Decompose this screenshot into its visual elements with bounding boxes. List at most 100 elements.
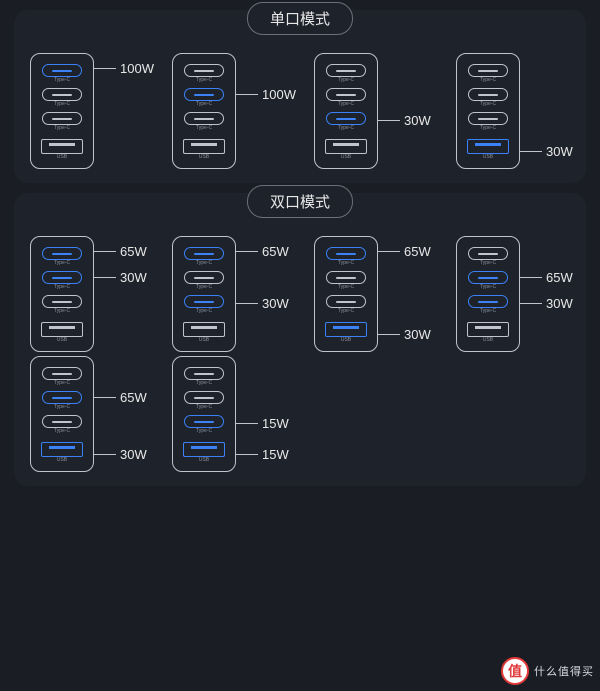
usb-c-port: Type-C [179, 247, 229, 266]
port-sublabel: Type-C [196, 126, 212, 131]
callout-line-icon [236, 454, 258, 455]
port-sublabel: Type-C [54, 261, 70, 266]
usb-c-port: Type-C [37, 367, 87, 386]
usb-c-port: Type-C [37, 247, 87, 266]
charger-unit: Type-CType-CType-CUSB65W30W [314, 236, 438, 352]
callout-line-icon [378, 120, 400, 121]
port-sublabel: USB [57, 338, 67, 343]
wattage-label: 30W [120, 447, 147, 462]
usb-a-port-icon [325, 139, 367, 154]
usb-c-port-icon [468, 112, 508, 125]
port-sublabel: USB [199, 458, 209, 463]
usb-c-port-icon [42, 112, 82, 125]
power-callout: 30W [94, 270, 147, 285]
port-sublabel: Type-C [54, 285, 70, 290]
callout-line-icon [236, 303, 258, 304]
power-callout: 30W [520, 296, 573, 311]
mode-section: 双口模式Type-CType-CType-CUSB65W30WType-CTyp… [14, 193, 586, 486]
usb-c-port-icon [326, 88, 366, 101]
section-header: 单口模式 [24, 10, 576, 49]
charger-outline: Type-CType-CType-CUSB [172, 356, 236, 472]
section-title: 单口模式 [247, 2, 353, 35]
usb-c-port: Type-C [321, 295, 371, 314]
callout-line-icon [94, 454, 116, 455]
usb-c-port: Type-C [179, 415, 229, 434]
wattage-label: 30W [404, 113, 431, 128]
power-callout: 30W [236, 296, 289, 311]
charger-unit: Type-CType-CType-CUSB65W30W [456, 236, 580, 352]
usb-c-port-icon [42, 391, 82, 404]
port-sublabel: Type-C [54, 309, 70, 314]
usb-c-port: Type-C [37, 391, 87, 410]
usb-c-port: Type-C [321, 64, 371, 83]
charger-outline: Type-C Type-C Type-C USB [30, 236, 94, 352]
usb-c-port-icon [468, 88, 508, 101]
power-callout: 100W [236, 87, 296, 102]
port-sublabel: Type-C [196, 285, 212, 290]
watermark-text: 什么值得买 [534, 663, 594, 679]
section-header: 双口模式 [24, 193, 576, 232]
power-callout: 15W [236, 416, 289, 431]
port-sublabel: Type-C [480, 261, 496, 266]
wattage-label: 30W [404, 327, 431, 342]
usb-c-port-icon [42, 247, 82, 260]
usb-c-port: Type-C [463, 271, 513, 290]
port-sublabel: Type-C [54, 405, 70, 410]
callout-group: 100W [236, 53, 296, 169]
usb-c-port-icon [42, 415, 82, 428]
wattage-label: 100W [120, 61, 154, 76]
usb-c-port-icon [326, 247, 366, 260]
usb-c-port-icon [42, 88, 82, 101]
power-callout: 65W [236, 244, 289, 259]
charger-outline: Type-C Type-C Type-C USB [314, 236, 378, 352]
usb-a-port: USB [321, 136, 371, 160]
power-callout: 30W [378, 327, 431, 342]
wattage-label: 30W [120, 270, 147, 285]
wattage-label: 30W [546, 144, 573, 159]
usb-a-port-icon [183, 139, 225, 154]
callout-group: 100W [94, 53, 154, 169]
callout-line-icon [520, 303, 542, 304]
port-sublabel: Type-C [54, 126, 70, 131]
power-callout: 65W [94, 244, 147, 259]
usb-c-port-icon [42, 295, 82, 308]
port-sublabel: USB [199, 155, 209, 160]
charger-unit: Type-CType-CType-CUSB15W15W [172, 356, 296, 472]
port-sublabel: USB [341, 338, 351, 343]
port-sublabel: Type-C [338, 261, 354, 266]
usb-c-port: Type-C [179, 64, 229, 83]
usb-c-port-icon [468, 247, 508, 260]
usb-c-port: Type-C [321, 112, 371, 131]
charger-row: Type-CType-CType-CUSB65W30WType-CType-CT… [24, 236, 576, 352]
usb-a-port-icon [41, 139, 83, 154]
usb-c-port-icon [468, 64, 508, 77]
usb-c-port: Type-C [37, 295, 87, 314]
callout-group: 65W30W [94, 356, 154, 472]
power-callout: 100W [94, 61, 154, 76]
callout-group: 65W 30W [236, 236, 296, 352]
callout-line-icon [94, 397, 116, 398]
power-callout: 30W [520, 144, 573, 159]
charger-outline: Type-CType-CType-CUSB [172, 53, 236, 169]
port-sublabel: Type-C [338, 102, 354, 107]
port-sublabel: Type-C [338, 285, 354, 290]
usb-a-port: USB [37, 319, 87, 343]
port-sublabel: USB [57, 458, 67, 463]
port-sublabel: USB [483, 338, 493, 343]
wattage-label: 65W [120, 244, 147, 259]
port-sublabel: USB [483, 155, 493, 160]
wattage-label: 30W [262, 296, 289, 311]
port-sublabel: Type-C [54, 429, 70, 434]
port-sublabel: Type-C [196, 429, 212, 434]
callout-line-icon [236, 423, 258, 424]
callout-line-icon [236, 251, 258, 252]
callout-group: 30W [378, 53, 438, 169]
usb-c-port: Type-C [463, 112, 513, 131]
usb-c-port: Type-C [179, 271, 229, 290]
charger-row: Type-C Type-C Type-C USB 100W Type-C Type-C Typ… [24, 53, 576, 169]
port-sublabel: Type-C [196, 405, 212, 410]
usb-c-port: Type-C [179, 391, 229, 410]
port-sublabel: Type-C [480, 309, 496, 314]
usb-c-port: Type-C [463, 88, 513, 107]
port-sublabel: Type-C [196, 78, 212, 83]
